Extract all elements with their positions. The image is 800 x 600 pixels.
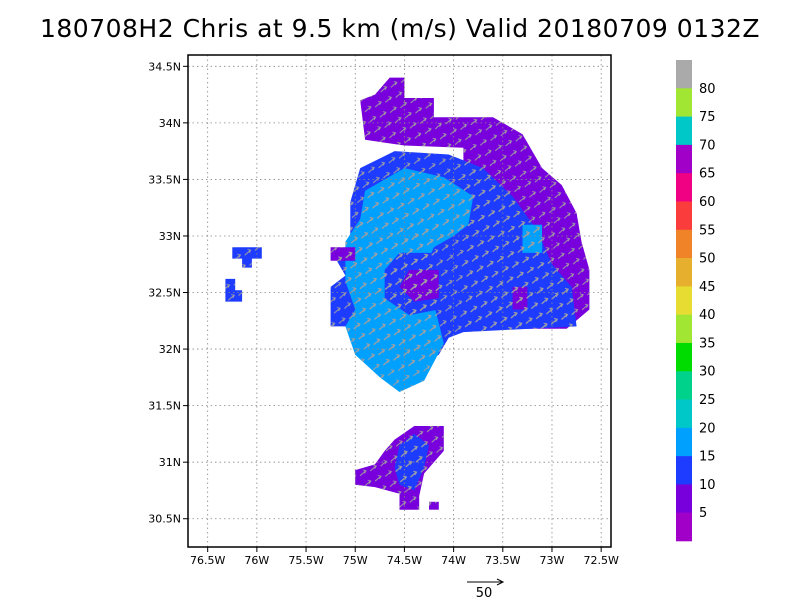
y-tick-label: 32N	[159, 343, 181, 356]
colorbar-swatch	[676, 173, 692, 202]
colorbar-swatch	[676, 201, 692, 231]
x-tick-label: 74W	[441, 554, 466, 567]
colorbar-swatch	[676, 314, 692, 344]
colorbar-swatch	[676, 342, 692, 372]
colorbar-label: 55	[699, 223, 716, 238]
wind-vector-overlay-6	[522, 224, 543, 253]
x-tick-label: 74.5W	[387, 554, 422, 567]
colorbar-label: 35	[699, 336, 716, 351]
x-tick-label: 72.5W	[583, 554, 618, 567]
scale-arrow-label: 50	[476, 586, 493, 600]
colorbar-label: 70	[699, 138, 716, 153]
colorbar-swatch	[676, 286, 692, 315]
x-tick-label: 76W	[244, 554, 269, 567]
colorbar-swatch	[676, 144, 692, 174]
y-tick-label: 33.5N	[148, 173, 181, 186]
colorbar-label: 20	[699, 421, 716, 436]
colorbar-swatch	[676, 88, 692, 117]
y-tick-label: 33N	[159, 230, 181, 243]
colorbar-label: 60	[699, 195, 716, 210]
y-tick-label: 31N	[159, 456, 181, 469]
y-tick-label: 32.5N	[148, 287, 181, 300]
colorbar-swatch	[676, 427, 692, 457]
y-tick-label: 31.5N	[148, 400, 181, 413]
x-tick-label: 73.5W	[485, 554, 520, 567]
colorbar-label: 5	[699, 506, 707, 521]
wind-vector-overlay-8	[512, 286, 528, 310]
colorbar-label: 30	[699, 365, 716, 380]
wind-vector-overlay-10	[225, 278, 243, 302]
colorbar-label: 15	[699, 450, 716, 465]
y-tick-label: 34N	[159, 117, 181, 130]
y-tick-label: 34.5N	[148, 60, 181, 73]
colorbar-label: 25	[699, 393, 716, 408]
x-tick-label: 73W	[540, 554, 565, 567]
colorbar-label: 45	[699, 280, 716, 295]
wind-vector-overlay-9	[232, 247, 262, 268]
colorbar: 5 10 15 20 25 30 35 40 45 50 55 60 65 70 75 80	[676, 60, 716, 542]
wind-vector-overlay-7	[330, 247, 356, 261]
colorbar-label: 40	[699, 308, 716, 323]
x-tick-label: 76.5W	[190, 554, 225, 567]
plot-frame	[187, 54, 612, 548]
colorbar-label: 50	[699, 252, 716, 267]
colorbar-label: 10	[699, 478, 716, 493]
colorbar-swatch	[676, 484, 692, 513]
x-tick-label: 75W	[343, 554, 368, 567]
colorbar-swatch	[676, 229, 692, 259]
colorbar-swatch	[676, 456, 692, 485]
wind-vector-overlay-13	[429, 501, 439, 510]
colorbar-label: 80	[699, 82, 716, 97]
x-tick-label: 75.5W	[288, 554, 323, 567]
grid	[188, 55, 611, 547]
colorbar-swatch	[676, 116, 692, 146]
colorbar-label: 75	[699, 110, 716, 125]
colorbar-swatch	[676, 258, 692, 287]
colorbar-swatch	[676, 512, 692, 542]
chart-title: 180708H2 Chris at 9.5 km (m/s) Valid 201…	[39, 14, 761, 43]
colorbar-swatch	[676, 60, 692, 89]
colorbar-label: 65	[699, 167, 716, 182]
colorbar-swatch	[676, 371, 692, 400]
wind-vector-overlay-4	[399, 269, 439, 302]
colorbar-swatch	[676, 399, 692, 429]
wind-vector-overlay-12	[394, 433, 429, 491]
y-tick-label: 30.5N	[148, 513, 181, 526]
wind-vector-overlay-5	[399, 222, 444, 248]
scale-arrow: 50	[467, 578, 505, 600]
